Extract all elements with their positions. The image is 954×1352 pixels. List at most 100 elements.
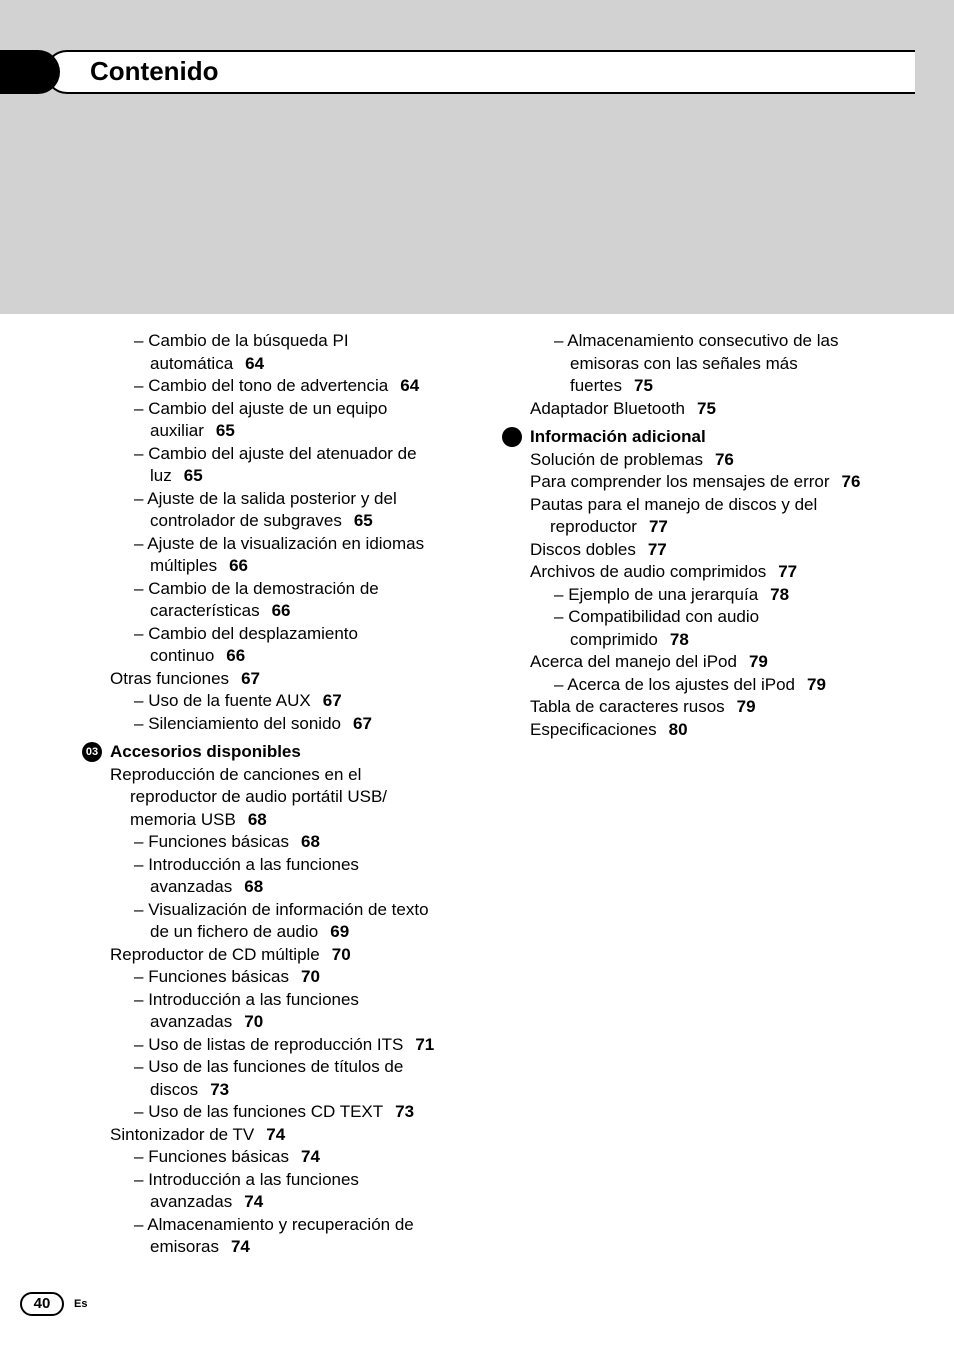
toc-label: Compatibilidad con audio (568, 607, 759, 626)
toc-label: Cambio de la demostración de (148, 579, 379, 598)
toc-label: características (150, 601, 260, 620)
toc-page: 67 (353, 714, 372, 733)
toc-label: Introducción a las funciones (148, 855, 359, 874)
toc-page: 67 (241, 669, 260, 688)
toc-entry: Archivos de audio comprimidos77 (500, 561, 890, 584)
toc-label: Cambio de la búsqueda PI (148, 331, 348, 350)
dash-icon (134, 1057, 148, 1076)
toc-label: Visualización de información de texto (148, 900, 428, 919)
toc-label: reproductor de audio portátil USB/ (130, 787, 387, 806)
dash-icon (134, 855, 148, 874)
toc-sub-cont: emisoras con las señales más (500, 353, 890, 376)
toc-sub-entry: Ejemplo de una jerarquía78 (500, 584, 890, 607)
dash-icon (134, 376, 148, 395)
toc-page: 76 (715, 450, 734, 469)
toc-page: 65 (216, 421, 235, 440)
section-bullet-icon (502, 427, 522, 447)
toc-page: 74 (244, 1192, 263, 1211)
toc-page: 67 (323, 691, 342, 710)
section-heading: Información adicional (500, 426, 890, 449)
toc-page: 70 (301, 967, 320, 986)
toc-entry: Solución de problemas76 (500, 449, 890, 472)
toc-entry: Reproductor de CD múltiple70 (80, 944, 470, 967)
toc-sub-entry: Cambio del tono de advertencia64 (80, 375, 470, 398)
toc-sub-cont: fuertes75 (500, 375, 890, 398)
toc-label: Adaptador Bluetooth (530, 399, 685, 418)
toc-label: Funciones básicas (148, 1147, 289, 1166)
toc-sub-entry: Ajuste de la visualización en idiomas (80, 533, 470, 556)
toc-label: Uso de listas de reproducción ITS (148, 1035, 403, 1054)
toc-label: Funciones básicas (148, 967, 289, 986)
language-code: Es (74, 1298, 87, 1310)
dash-icon (134, 579, 148, 598)
toc-page: 64 (245, 354, 264, 373)
dash-icon (554, 607, 568, 626)
toc-entry: Sintonizador de TV74 (80, 1124, 470, 1147)
toc-label: Ajuste de la salida posterior y del (147, 489, 396, 508)
dash-icon (134, 1035, 148, 1054)
toc-label: de un fichero de audio (150, 922, 318, 941)
toc-label: reproductor (550, 517, 637, 536)
toc-page: 65 (184, 466, 203, 485)
toc-label: Introducción a las funciones (148, 1170, 359, 1189)
toc-page: 70 (244, 1012, 263, 1031)
toc-label: Uso de la fuente AUX (148, 691, 311, 710)
toc-entry: Acerca del manejo del iPod79 (500, 651, 890, 674)
toc-sub-cont: automática64 (80, 353, 470, 376)
dash-icon (134, 489, 147, 508)
toc-entry-cont: reproductor de audio portátil USB/ (80, 786, 470, 809)
toc-label: Archivos de audio comprimidos (530, 562, 766, 581)
toc-sub-entry: Compatibilidad con audio (500, 606, 890, 629)
toc-entry: Discos dobles77 (500, 539, 890, 562)
toc-label: Uso de las funciones de títulos de (148, 1057, 403, 1076)
toc-sub-entry: Almacenamiento y recuperación de (80, 1214, 470, 1237)
toc-entry: Para comprender los mensajes de error76 (500, 471, 890, 494)
page-number-badge: 40 (20, 1292, 64, 1316)
toc-label: Reproductor de CD múltiple (110, 945, 320, 964)
toc-sub-cont: discos 73 (80, 1079, 470, 1102)
dash-icon (554, 331, 567, 350)
toc-label: Cambio del desplazamiento (148, 624, 358, 643)
section-title: Información adicional (530, 427, 706, 446)
toc-label: luz (150, 466, 172, 485)
toc-page: 75 (634, 376, 653, 395)
toc-label: Especificaciones (530, 720, 657, 739)
toc-label: Ajuste de la visualización en idiomas (147, 534, 424, 553)
toc-sub-entry: Ajuste de la salida posterior y del (80, 488, 470, 511)
toc-sub-entry: Uso de las funciones CD TEXT73 (80, 1101, 470, 1124)
toc-label: Cambio del tono de advertencia (148, 376, 388, 395)
toc-page: 68 (301, 832, 320, 851)
page-title: Contenido (90, 50, 219, 94)
toc-label: controlador de subgraves (150, 511, 342, 530)
toc-sub-entry: Uso de listas de reproducción ITS71 (80, 1034, 470, 1057)
dash-icon (134, 399, 148, 418)
toc-page: 66 (229, 556, 248, 575)
toc-sub-cont: avanzadas 68 (80, 876, 470, 899)
toc-page: 73 (395, 1102, 414, 1121)
toc-sub-entry: Almacenamiento consecutivo de las (500, 330, 890, 353)
toc-sub-entry: Funciones básicas68 (80, 831, 470, 854)
toc-label: avanzadas (150, 877, 232, 896)
toc-label: Almacenamiento y recuperación de (147, 1215, 413, 1234)
toc-label: Introducción a las funciones (148, 990, 359, 1009)
toc-sub-cont: avanzadas70 (80, 1011, 470, 1034)
toc-sub-cont: características66 (80, 600, 470, 623)
toc-label: Otras funciones (110, 669, 229, 688)
toc-page: 68 (244, 877, 263, 896)
toc-label: auxiliar (150, 421, 204, 440)
toc-label: comprimido (570, 630, 658, 649)
toc-label: Discos dobles (530, 540, 636, 559)
dash-icon (554, 585, 568, 604)
dash-icon (134, 1215, 147, 1234)
toc-label: Sintonizador de TV (110, 1125, 254, 1144)
toc-page: 73 (210, 1080, 229, 1099)
toc-sub-cont: emisoras74 (80, 1236, 470, 1259)
toc-sub-cont: controlador de subgraves65 (80, 510, 470, 533)
footer: 40 Es (20, 1292, 87, 1316)
toc-label: Acerca del manejo del iPod (530, 652, 737, 671)
toc-label: emisoras con las señales más (570, 354, 798, 373)
toc-sub-cont: luz 65 (80, 465, 470, 488)
toc-sub-cont: múltiples66 (80, 555, 470, 578)
toc-label: discos (150, 1080, 198, 1099)
toc-entry: Adaptador Bluetooth75 (500, 398, 890, 421)
